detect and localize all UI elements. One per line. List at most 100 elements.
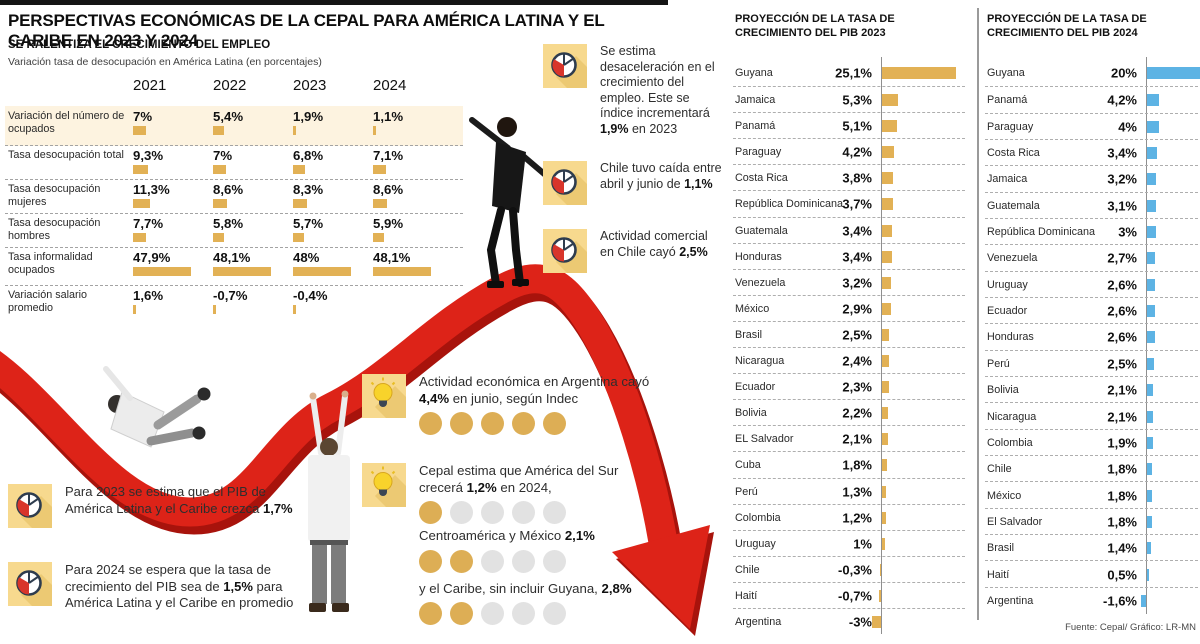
- gdp-value-label: 2,5%: [842, 327, 872, 343]
- page-title: PERSPECTIVAS ECONÓMICAS DE LA CEPAL PARA…: [8, 11, 605, 50]
- employment-cell: 5,8%: [213, 216, 291, 242]
- gdp-country-label: Perú: [987, 357, 1010, 370]
- employment-row-label: Tasa desocupación hombres: [8, 217, 101, 242]
- gdp-bar: [1147, 278, 1155, 291]
- employment-mini-bar: [213, 199, 228, 208]
- gdp-country-label: República Dominicana: [987, 226, 1096, 239]
- employment-cell: 7%: [213, 148, 291, 174]
- gdp-country-label: Guyana: [987, 66, 1025, 79]
- gdp-country-label: Guatemala: [735, 224, 788, 237]
- gdp-bar: [882, 302, 891, 315]
- gdp-country-label: EL Salvador: [735, 433, 794, 446]
- gdp-row: Costa Rica 3,8%: [733, 164, 965, 191]
- gdp-bar: [878, 589, 881, 602]
- gdp-bar: [882, 328, 890, 341]
- dot-filled: [419, 602, 442, 625]
- note-text: Chile tuvo caída entre abril y junio de: [600, 161, 722, 191]
- employment-cell: 8,6%: [373, 182, 451, 208]
- gdp-country-label: Chile: [735, 563, 760, 576]
- annotation-text: Chile tuvo caída entre abril y junio de …: [600, 161, 724, 192]
- pie-chart-icon: [8, 484, 52, 528]
- dot-empty: [481, 602, 504, 625]
- gdp-country-label: Uruguay: [987, 278, 1028, 291]
- gdp-bar: [879, 563, 881, 576]
- annotation-note: Para 2024 se espera que la tasa de creci…: [8, 562, 328, 612]
- gdp-2023-axis: [881, 57, 882, 634]
- employment-value: 48,1%: [373, 250, 411, 265]
- gdp-bar: [1147, 436, 1153, 449]
- gdp-bar: [882, 407, 889, 420]
- annotation-row: y el Caribe, sin incluir Guyana, 2,8%: [419, 581, 672, 625]
- source-credit: Fuente: Cepal/ Gráfico: LR-MN: [1065, 622, 1196, 633]
- employment-value: 5,8%: [213, 216, 244, 231]
- gdp-value-label: 2,6%: [1107, 277, 1137, 293]
- gdp-row: Brasil 2,5%: [733, 320, 965, 348]
- gdp-value-label: 3,4%: [842, 249, 872, 265]
- employment-row-label: Tasa informalidad ocupados: [8, 251, 93, 276]
- note-text: en 2024,: [496, 479, 552, 495]
- employment-cell: 48%: [293, 250, 371, 276]
- employment-value: 9,3%: [133, 148, 164, 163]
- dot-filled: [512, 412, 535, 435]
- gdp-row: Haití -0,7%: [733, 581, 965, 609]
- gdp-row: Nicaragua 2,4%: [733, 347, 965, 374]
- note-value: 1,5%: [223, 578, 253, 594]
- gdp-bar: [882, 94, 898, 107]
- gdp-bar: [1147, 357, 1155, 370]
- employment-cell: 48,1%: [213, 250, 291, 276]
- note-value: 2,1%: [564, 528, 595, 543]
- gdp-bar: [1147, 305, 1155, 318]
- gdp-value-label: 2,7%: [1107, 250, 1137, 266]
- dot-filled: [481, 412, 504, 435]
- gdp-value-label: 2,1%: [1107, 382, 1137, 398]
- gdp-value-label: 2,1%: [842, 431, 872, 447]
- gdp-row: Ecuador 2,3%: [733, 373, 965, 400]
- gdp-country-label: Jamaica: [987, 173, 1028, 186]
- employment-value: 48%: [293, 250, 320, 265]
- annotation-note: Centroamérica y México 2,1%: [419, 528, 672, 573]
- employment-row: Variación del número de ocupados 7% 5,4% 1,…: [5, 106, 463, 146]
- gdp-row: México 1,8%: [985, 481, 1198, 508]
- employment-cell: 1,6%: [133, 288, 211, 314]
- gdp-country-label: República Dominicana: [735, 198, 844, 211]
- gdp-country-label: Honduras: [735, 250, 782, 263]
- gdp-country-label: Costa Rica: [987, 147, 1040, 160]
- employment-value: 5,7%: [293, 216, 324, 231]
- gdp-bar: [882, 276, 892, 289]
- gdp-country-label: Venezuela: [735, 276, 786, 289]
- gdp-bar: [1147, 94, 1160, 107]
- gdp-value-label: 3,1%: [1107, 198, 1137, 214]
- rating-dots: [419, 501, 659, 524]
- annotation-text: Actividad comercial en Chile cayó 2,5%: [600, 229, 724, 260]
- gdp-row: Bolivia 2,1%: [985, 376, 1198, 403]
- gdp-country-label: Uruguay: [735, 537, 776, 550]
- employment-mini-bar: [133, 233, 147, 242]
- gdp-value-label: 1,8%: [1107, 514, 1137, 530]
- gdp-bar: [1147, 463, 1153, 476]
- employment-cell: 9,3%: [133, 148, 211, 174]
- employment-mini-bar: [213, 126, 224, 135]
- gdp-value-label: 1%: [853, 536, 872, 552]
- gdp-bar: [1147, 147, 1158, 160]
- employment-mini-bar: [373, 199, 388, 208]
- gdp-2024-panel: PROYECCIÓN DE LA TASA DE CRECIMIENTO DEL…: [985, 0, 1200, 644]
- gdp-bar: [1147, 199, 1157, 212]
- employment-cell: 11,3%: [133, 182, 211, 208]
- gdp-value-label: 5,3%: [842, 92, 872, 108]
- gdp-row: Uruguay 2,6%: [985, 270, 1198, 298]
- annotation-note: y el Caribe, sin incluir Guyana, 2,8%: [419, 581, 672, 625]
- gdp-row: EL Salvador 2,1%: [733, 425, 965, 452]
- note-text: para América Latina y el Caribe en prome…: [65, 578, 294, 611]
- employment-cell: 1,1%: [373, 109, 451, 135]
- notes-bottom-left: Para 2023 se estima que el PIB de Améric…: [8, 484, 328, 644]
- rating-dots: [419, 602, 659, 625]
- gdp-bar: [1147, 410, 1154, 423]
- employment-cell: 5,4%: [213, 109, 291, 135]
- gdp-country-label: Ecuador: [987, 305, 1028, 318]
- gdp-row: Honduras 2,6%: [985, 323, 1198, 350]
- gdp-country-label: Ecuador: [735, 381, 776, 394]
- gdp-row: Ecuador 2,6%: [985, 296, 1198, 324]
- gdp-bar: [1147, 331, 1155, 344]
- dot-filled: [450, 412, 473, 435]
- gdp-country-label: Jamaica: [735, 94, 776, 107]
